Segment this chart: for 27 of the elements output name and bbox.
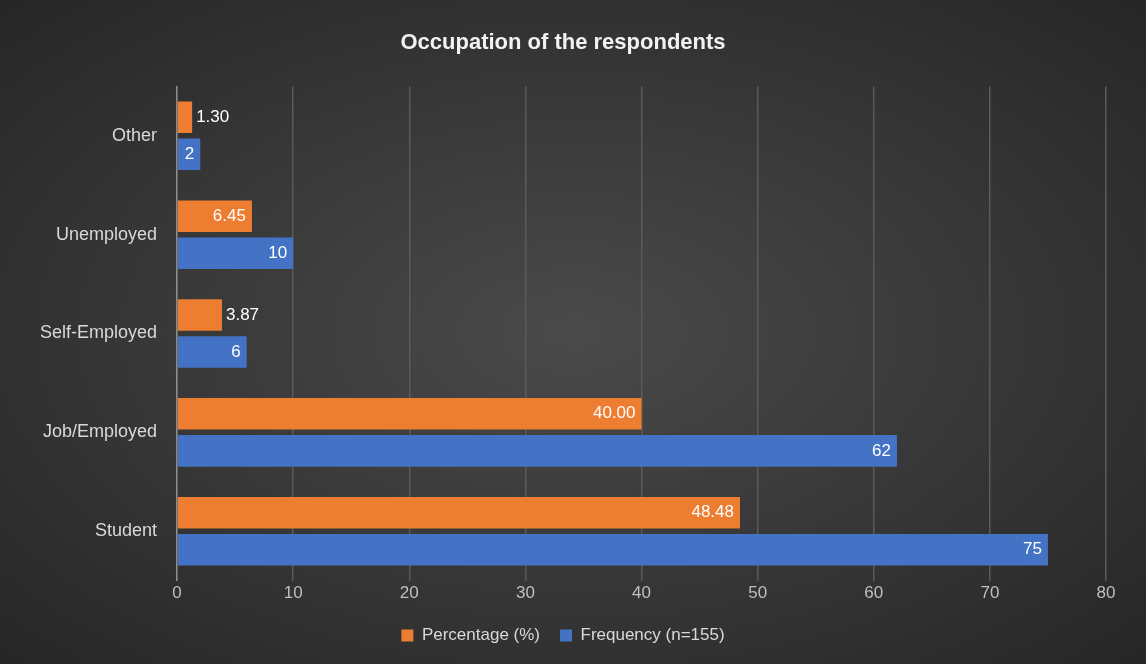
x-tick-label: 60: [864, 583, 884, 603]
x-tick-label: 0: [172, 583, 182, 603]
data-label: 6.45: [212, 205, 246, 225]
x-tick-label: 30: [515, 583, 535, 603]
chart-title: Occupation of the respondents: [400, 29, 726, 55]
x-tick-label: 40: [632, 583, 651, 603]
data-label: 2: [184, 144, 195, 164]
x-tick-label: 20: [399, 583, 419, 603]
data-label: 48.48: [691, 502, 734, 522]
data-label: 1.30: [196, 106, 230, 126]
x-tick-label: 80: [1096, 583, 1116, 603]
legend-label: Percentage (%): [421, 625, 541, 645]
y-tick-label: Student: [94, 520, 158, 541]
data-label: 6: [231, 341, 241, 361]
y-tick-label: Self-Employed: [39, 322, 158, 343]
y-tick-label: Job/Employed: [42, 421, 158, 442]
data-label: 3.87: [225, 304, 260, 324]
y-tick-label: Unemployed: [55, 223, 158, 244]
x-tick-label: 10: [283, 583, 303, 603]
data-label: 40.00: [592, 403, 636, 423]
x-tick-label: 50: [748, 583, 768, 603]
data-label: 62: [872, 440, 891, 460]
data-label: 75: [1023, 539, 1042, 559]
data-label: 10: [268, 242, 288, 262]
x-tick-label: 70: [980, 583, 1000, 603]
y-tick-label: Other: [112, 124, 158, 145]
legend-label: Frequency (n=155): [580, 625, 725, 645]
